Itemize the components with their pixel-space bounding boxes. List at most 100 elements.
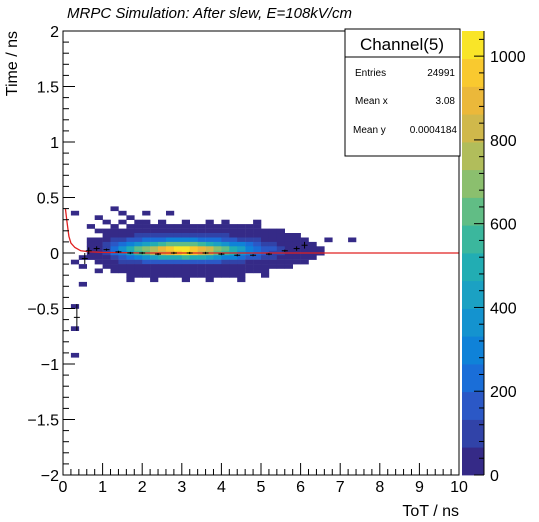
heatmap-cell — [166, 273, 175, 278]
heatmap-cell — [213, 237, 222, 243]
heatmap-cell — [284, 264, 293, 269]
heatmap-cell — [142, 233, 151, 238]
heatmap-cell — [300, 237, 309, 243]
heatmap-cell — [261, 264, 270, 269]
x-tick-label: 7 — [336, 479, 345, 496]
colorbar-tick-label: 400 — [490, 300, 517, 317]
heatmap-cell — [150, 233, 159, 238]
heatmap-cell — [110, 241, 119, 247]
heatmap-cell — [213, 241, 222, 247]
profile-point — [81, 253, 88, 265]
heatmap-cell — [300, 246, 309, 251]
heatmap-cell — [245, 237, 254, 243]
stats-meanx-value: 3.08 — [436, 96, 456, 107]
heatmap-cell — [213, 224, 222, 229]
heatmap-cell — [86, 246, 95, 251]
heatmap-cell — [181, 255, 190, 260]
x-tick-label: 2 — [138, 479, 147, 496]
heatmap-cell — [189, 255, 198, 260]
heatmap-cell — [261, 233, 270, 238]
heatmap-cell — [126, 228, 135, 234]
profile-points — [73, 241, 308, 331]
heatmap-cell — [237, 246, 246, 251]
heatmap-cell — [245, 268, 254, 274]
heatmap-cell — [197, 237, 206, 243]
heatmap-cell — [166, 224, 175, 229]
profile-point — [301, 241, 308, 249]
heatmap-cell — [237, 264, 246, 269]
heatmap-cell — [221, 273, 230, 278]
heatmap-cell — [94, 259, 103, 265]
profile-point — [218, 253, 225, 256]
heatmap-cell — [166, 246, 175, 251]
heatmap-cell — [276, 259, 285, 265]
colorbar-segment — [462, 336, 484, 365]
heatmap-cell — [173, 255, 183, 260]
heatmap-cell — [166, 255, 175, 260]
heatmap-cell — [253, 264, 262, 269]
heatmap-cell — [142, 241, 151, 247]
heatmap-cell — [261, 228, 270, 234]
heatmap-cell — [268, 233, 278, 238]
heatmap-cell — [245, 233, 254, 238]
heatmap-cell — [276, 228, 285, 234]
heatmap-cell — [261, 246, 270, 251]
heatmap-cell — [173, 268, 183, 274]
heatmap-cell — [86, 255, 95, 260]
heatmap-cell — [284, 259, 293, 265]
y-axis-label: Time / ns — [4, 31, 21, 96]
heatmap-cell — [181, 277, 190, 283]
heatmap-cell — [78, 255, 87, 260]
colorbar-segment — [462, 391, 484, 420]
heatmap-cell — [268, 259, 278, 265]
heatmap-cell — [221, 237, 230, 243]
heatmap-cell — [181, 237, 190, 243]
heatmap-cell — [110, 233, 119, 238]
heatmap-cell — [348, 237, 357, 243]
heatmap-cell — [213, 273, 222, 278]
heatmap-cell — [158, 246, 167, 251]
stats-meany-value: 0.0004184 — [410, 125, 458, 136]
heatmap-cell — [166, 264, 175, 269]
heatmap-cell — [94, 237, 103, 243]
heatmap-cell — [158, 273, 167, 278]
stats-meanx-label: Mean x — [355, 96, 388, 107]
heatmap-cell — [197, 228, 206, 234]
heatmap-cell — [110, 246, 119, 251]
heatmap-cell — [94, 255, 103, 260]
heatmap-cell — [205, 224, 214, 229]
x-tick-label: 0 — [59, 479, 68, 496]
heatmap-cell — [237, 259, 246, 265]
colorbar-segment — [462, 114, 484, 143]
stats-entries-value: 24991 — [427, 68, 455, 79]
heatmap-cell — [181, 224, 190, 229]
heatmap-cell — [276, 233, 285, 238]
heatmap-cell — [173, 246, 183, 251]
heatmap-cell — [158, 228, 167, 234]
heatmap-cell — [237, 228, 246, 234]
heatmap-cell — [213, 255, 222, 260]
heatmap-cell — [150, 228, 159, 234]
colorbar-segment — [462, 169, 484, 198]
heatmap-cell — [221, 228, 230, 234]
heatmap-cell — [221, 224, 230, 229]
heatmap-cell — [150, 268, 159, 274]
heatmap-cell — [86, 237, 95, 243]
heatmap-cell — [197, 233, 206, 238]
heatmap-cell — [245, 259, 254, 265]
heatmap-cell — [166, 237, 175, 243]
heatmap-cell — [150, 255, 159, 260]
heatmap-cell — [245, 228, 254, 234]
y-tick-label: −1.5 — [27, 413, 59, 430]
heatmap-cell — [205, 246, 214, 251]
heatmap-cell — [181, 268, 190, 274]
heatmap-cell — [213, 264, 222, 269]
heatmap-cell — [118, 210, 127, 216]
heatmap-cell — [181, 219, 190, 225]
heatmap-cell — [94, 215, 103, 220]
heatmap-cell — [150, 237, 159, 243]
colorbar — [462, 31, 484, 476]
profile-point — [127, 251, 134, 255]
heatmap-cell — [253, 219, 262, 225]
colorbar-tick-label: 800 — [490, 133, 517, 150]
